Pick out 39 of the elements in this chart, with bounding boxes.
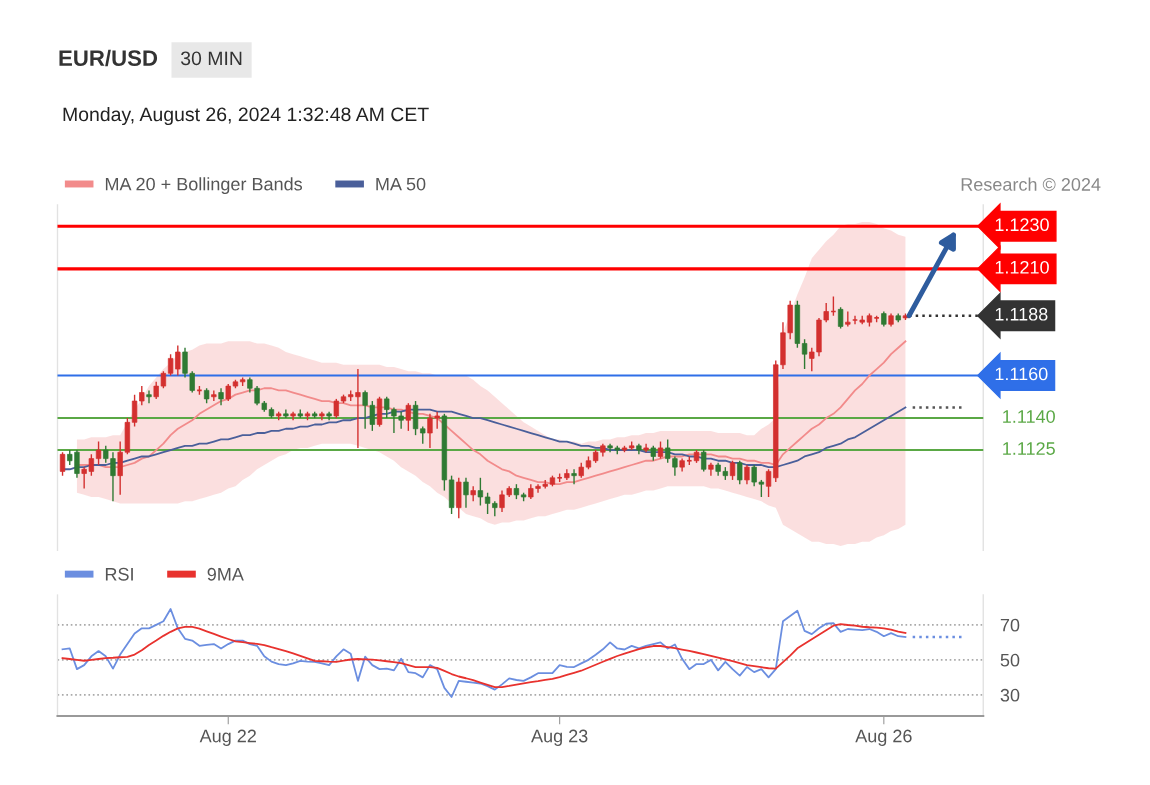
candlestick (701, 449, 707, 473)
candlestick (463, 477, 469, 509)
candlestick (405, 402, 411, 432)
candlestick (801, 338, 808, 370)
candlestick (744, 464, 750, 485)
y-tick-label: 30 (1000, 688, 1020, 702)
line-series (61, 608, 907, 698)
ref-line-label: 1.1188 (995, 307, 1048, 321)
candlestick (59, 451, 66, 477)
ref-line-label: 1.1140 (1003, 410, 1055, 423)
legend-label: RSI (105, 567, 133, 581)
candlestick (571, 468, 577, 485)
candlestick (837, 306, 844, 330)
text: Research © 2024 (961, 177, 1101, 191)
candlestick (737, 460, 743, 485)
ref-line-label: 1.1230 (995, 218, 1049, 232)
x-tick-label: Aug 23 (531, 729, 588, 746)
legend-label: 9MA (207, 567, 244, 581)
candlestick (211, 389, 217, 402)
chart-subtitle: 30 MIN (180, 51, 242, 66)
text: Monday, August 26, 2024 1:32:48 AM CET (63, 106, 429, 126)
candlestick (851, 315, 859, 325)
legend-label: MA 20 + Bollinger Bands (105, 177, 303, 195)
y-tick-label: 70 (1000, 618, 1020, 632)
ref-line-label: 1.1125 (1003, 442, 1055, 455)
ref-line-label: 1.1210 (995, 260, 1049, 274)
ref-line-label: 1.1160 (995, 367, 1048, 381)
candlestick (477, 477, 484, 507)
y-tick-label: 50 (1000, 653, 1020, 667)
candlestick (95, 440, 102, 466)
candlestick (146, 389, 152, 404)
line-series (61, 623, 907, 689)
x-tick-label: Aug 22 (199, 729, 256, 746)
candlestick (333, 398, 339, 419)
candlestick (729, 460, 736, 481)
candlestick (845, 310, 851, 328)
chart-title: EUR/USD (59, 49, 158, 67)
x-tick-label: Aug 26 (855, 729, 912, 746)
legend-label: MA 50 (376, 177, 426, 191)
